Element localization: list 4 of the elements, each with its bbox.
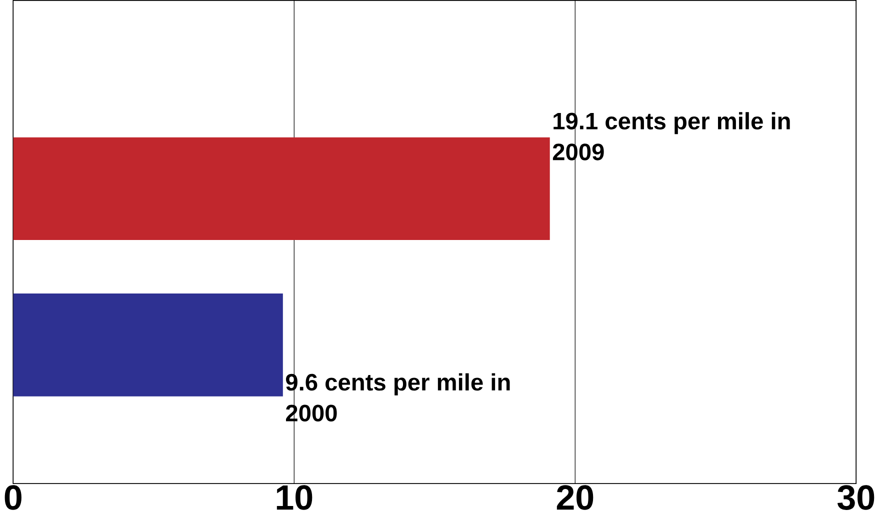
x-tick-label: 0	[4, 484, 22, 510]
x-tick-label: 30	[838, 484, 874, 510]
x-tick-label: 20	[556, 484, 594, 510]
x-tick-label: 10	[276, 484, 312, 510]
